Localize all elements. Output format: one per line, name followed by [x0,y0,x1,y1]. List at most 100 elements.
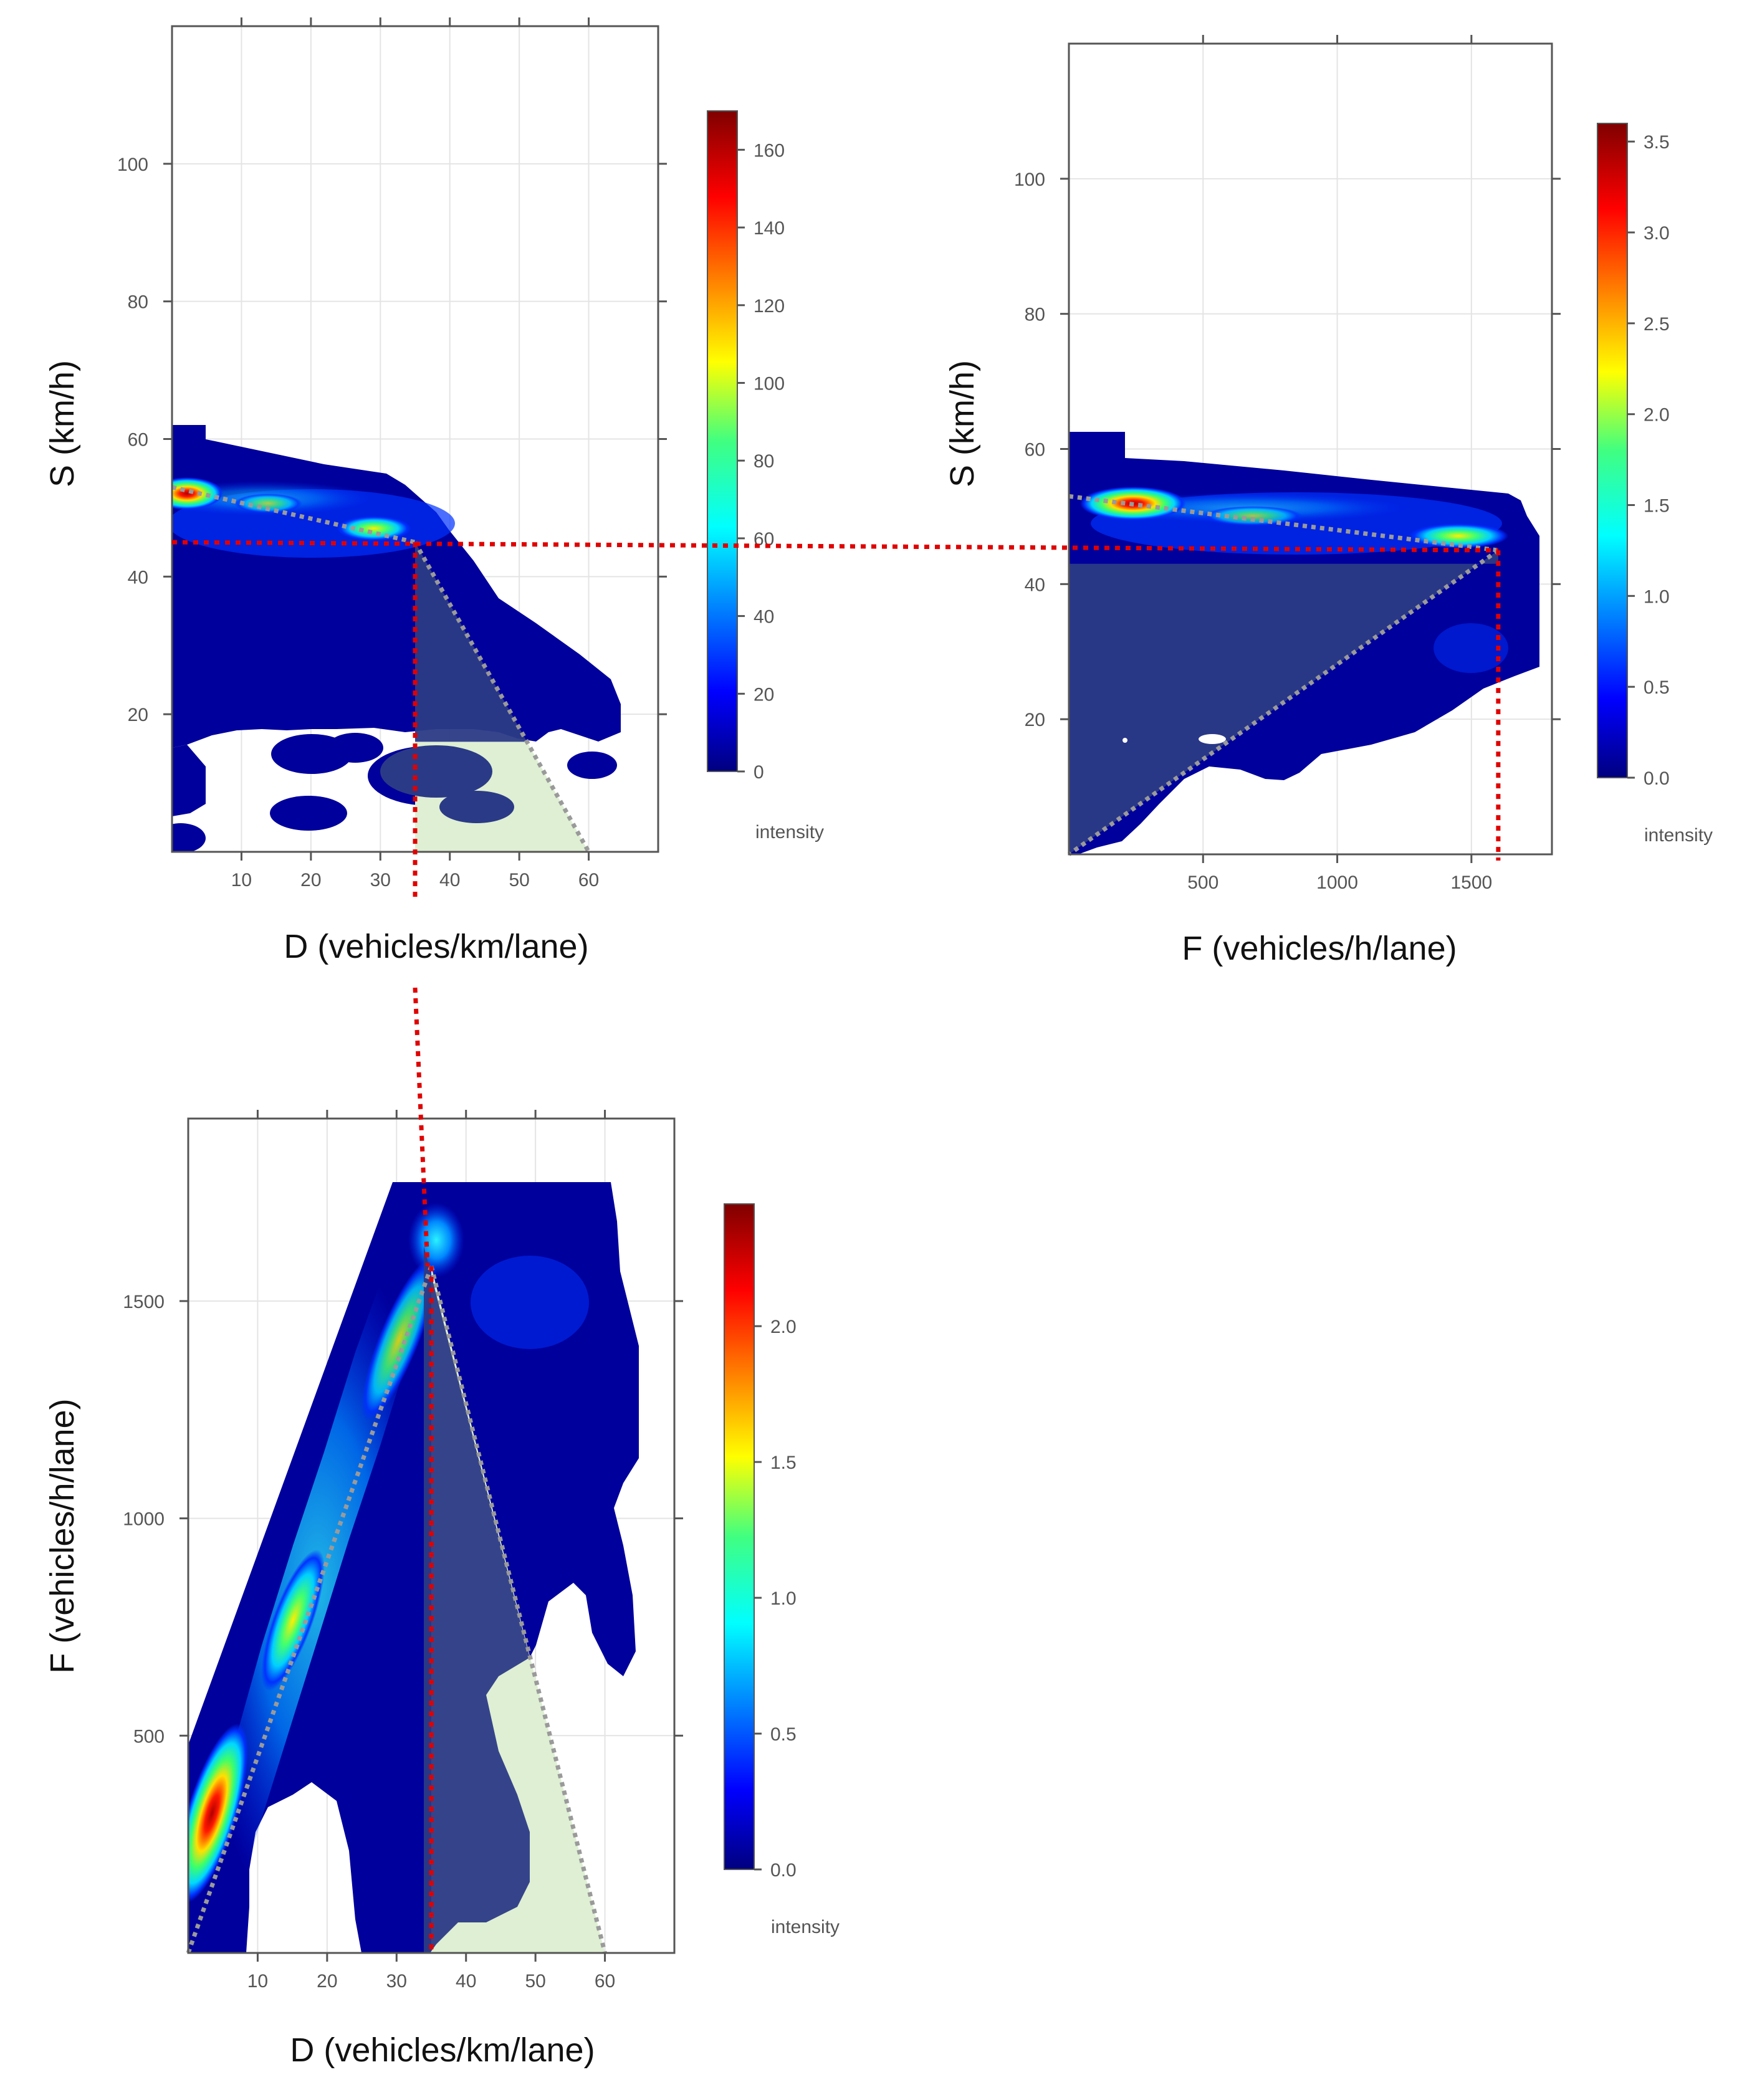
y-tick-label: 100 [117,155,148,175]
y-tick-label: 500 [133,1726,165,1747]
colorbar-p3: 0.0 0.5 1.0 1.5 2.0 intensity [724,1203,840,1937]
colorbar-tick-label: 160 [754,140,785,161]
y-tick-label: 40 [128,567,148,588]
congested-white-speck [1199,734,1226,744]
x-tick-label: 60 [578,870,599,890]
x-tick-label: 30 [370,870,391,890]
colorbar-ramp-p3 [724,1203,755,1870]
density-blob-island-6 [567,752,617,779]
density-blob-island-8 [194,683,217,700]
guide-line-density-link [413,987,430,1267]
axis-ticks-p1: 10 20 30 40 50 60 20 40 60 80 100 [117,17,667,890]
colorbar-tick-label: 1.0 [1644,586,1670,607]
y-axis-title-p2: S (km/h) [944,360,981,487]
y-axis-title-p1: S (km/h) [44,360,81,487]
hotspot-p3-mid [261,1549,325,1691]
colorbar-tick-label: 100 [754,373,785,394]
colorbar-tick-label: 0.0 [1644,768,1670,789]
congested-white-dot [1122,738,1127,743]
hotspot-p1-mid [337,516,411,541]
x-axis-title-p3: D (vehicles/km/lane) [290,2031,595,2069]
colorbar-title-p1: intensity [755,822,824,842]
density-blob-island-7 [172,823,206,852]
panel-speed-density: 10 20 30 40 50 60 20 40 60 80 100 D (vehicles/km/l… [44,17,824,965]
density-lobe-p3-top [471,1256,589,1349]
colorbar-tick-label: 3.5 [1644,132,1670,153]
colorbar-tick-label: 80 [754,451,774,472]
panel-speed-flow: 500 1000 1500 20 40 60 80 100 F (vehicles/h/lan… [944,35,1713,967]
x-tick-label: 20 [300,870,321,890]
colorbar-p2: 0.0 0.5 1.0 1.5 2.0 2.5 3.0 3.5 intensity [1597,123,1713,846]
colorbar-ramp-p1 [707,110,738,772]
x-tick-label: 40 [439,870,460,890]
x-tick-label: 50 [525,1971,545,1992]
colorbar-tick-label: 20 [754,684,774,705]
density-blob-island-2 [327,733,383,763]
hotspot-p3-capacity [408,1203,464,1277]
colorbar-title-p2: intensity [1644,825,1713,846]
colorbar-ramp-p2 [1597,123,1628,778]
y-tick-label: 60 [128,430,148,451]
density-blob-p3 [188,1182,639,1953]
axis-ticks-p3: 10 20 30 40 50 60 500 1000 1500 [123,1110,683,1992]
x-axis-title-p1: D (vehicles/km/lane) [284,928,588,965]
colorbar-tick-label: 40 [754,607,774,628]
y-tick-label: 40 [1025,575,1045,595]
y-tick-label: 1000 [123,1509,165,1530]
density-lobe-p2 [1433,623,1508,673]
colorbar-title-p3: intensity [771,1917,840,1937]
panel-flow-density: 10 20 30 40 50 60 500 1000 1500 D (vehicles/km/l… [44,1110,840,2069]
x-tick-label: 500 [1187,872,1218,893]
colorbar-tick-label: 0.5 [770,1724,797,1745]
y-tick-label: 20 [128,705,148,725]
grid-p1 [172,26,658,852]
x-tick-label: 10 [247,1971,268,1992]
congested-blob-2 [439,791,514,823]
plot-frame-p3 [187,1117,676,1954]
density-blob-lower-left [172,745,206,816]
colorbar-ticks-p3: 0.0 0.5 1.0 1.5 2.0 [754,1317,797,1881]
y-tick-label: 80 [1025,305,1045,325]
hotspot-p3-peak [188,1724,249,1903]
colorbar-ticks-p2: 0.0 0.5 1.0 1.5 2.0 2.5 3.0 3.5 [1627,132,1670,789]
x-axis-title-p2: F (vehicles/h/lane) [1182,930,1457,967]
x-tick-label: 1000 [1316,872,1358,893]
model-line [1068,494,1499,553]
colorbar-tick-label: 0.5 [1644,677,1670,698]
hotspot-p2-right [1409,523,1508,548]
y-tick-label: 60 [1025,440,1045,461]
colorbar-tick-label: 1.5 [770,1453,797,1473]
colorbar-tick-label: 2.5 [1644,314,1670,335]
critical-guide-lines [171,540,1501,1953]
y-tick-label: 80 [128,292,148,313]
colorbar-tick-label: 3.0 [1644,223,1670,244]
colorbar-tick-label: 1.0 [770,1588,797,1609]
x-tick-label: 10 [231,870,252,890]
density-blob-island-5 [270,796,347,831]
y-tick-label: 1500 [123,1292,165,1312]
guide-line-speed [171,540,1498,553]
axis-ticks-p2: 500 1000 1500 20 40 60 80 100 [1014,35,1561,893]
congested-region [424,1246,530,1953]
colorbar-tick-label: 0.0 [770,1860,797,1881]
x-tick-label: 1500 [1450,872,1492,893]
colorbar-tick-label: 2.0 [1644,405,1670,426]
model-line [171,485,416,545]
density-field-p3 [188,1182,639,1953]
model-lines-p1 [171,485,591,853]
model-line [1067,548,1500,856]
x-tick-label: 50 [509,870,529,890]
x-tick-label: 20 [317,1971,337,1992]
x-tick-label: 30 [386,1971,407,1992]
colorbar-tick-label: 1.5 [1644,496,1670,517]
colorbar-tick-label: 2.0 [770,1317,797,1337]
x-tick-label: 60 [595,1971,615,1992]
congested-blob-1 [380,745,492,798]
density-blob-main [172,425,621,748]
y-tick-label: 100 [1014,169,1045,190]
model-lines-p2 [1067,494,1500,856]
colorbar-tick-label: 0 [754,762,764,783]
colorbar-tick-label: 140 [754,218,785,239]
